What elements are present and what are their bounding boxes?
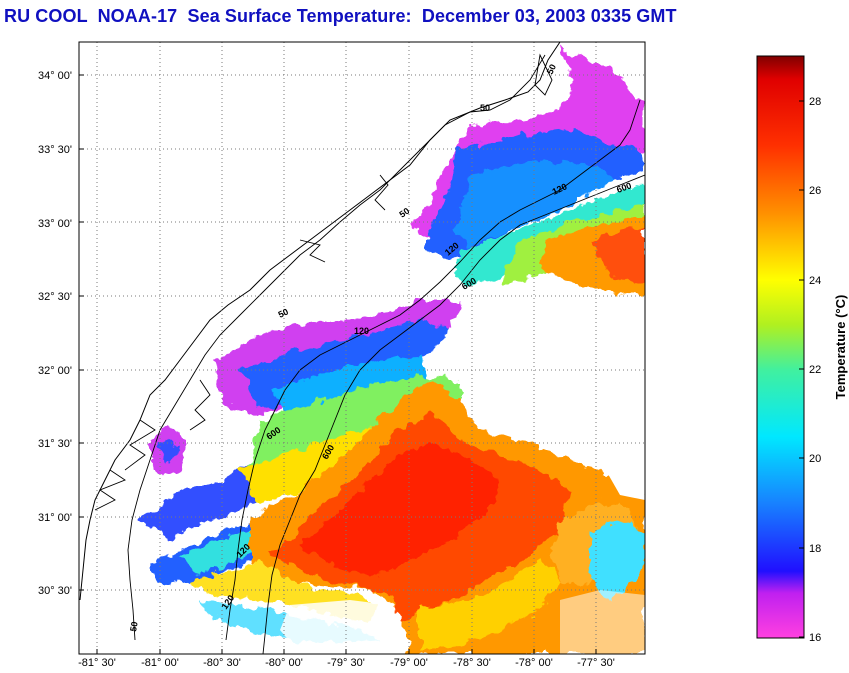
lon-tick-label: -79° 30'	[327, 657, 365, 669]
lat-axis: 34° 00' 33° 30' 33° 00' 32° 30' 32° 00' …	[38, 70, 72, 597]
lon-tick-label: -81° 00'	[141, 657, 179, 669]
contour-label-50: 50	[397, 206, 411, 220]
lat-tick-label: 31° 00'	[38, 512, 72, 524]
contour-50m	[127, 54, 546, 641]
lon-tick-label: -78° 30'	[453, 657, 491, 669]
contour-label-120: 120	[354, 326, 369, 336]
inlet-outline	[299, 239, 326, 263]
contour-120m	[225, 99, 641, 641]
colorbar-ticks	[799, 100, 804, 638]
lon-tick-label: -79° 00'	[390, 657, 428, 669]
lon-axis: -81° 30' -81° 00' -80° 30' -80° 00' -79°…	[78, 657, 615, 669]
lat-tick-label: 30° 30'	[38, 585, 72, 597]
contour-label-50: 50	[277, 307, 290, 320]
lon-tick-label: -80° 30'	[203, 657, 241, 669]
colorbar-gradient	[756, 55, 805, 639]
contour-600m	[262, 174, 645, 654]
lat-tick-label: 32° 00'	[38, 365, 72, 377]
lon-tick-label: -77° 30'	[577, 657, 615, 669]
lat-tick-label: 32° 30'	[38, 291, 72, 303]
cape-outline	[534, 53, 553, 96]
inlet-outline	[374, 174, 389, 211]
grid	[79, 42, 645, 654]
lat-tick-label: 33° 30'	[38, 144, 72, 156]
contour-label-50: 50	[480, 103, 490, 113]
colorbar-tick-label: 24	[809, 275, 821, 287]
colorbar: 28 26 24 22 20 18 16 Temperature (°C)	[756, 55, 848, 644]
colorbar-tick-label: 26	[809, 185, 821, 197]
inlet-outline	[94, 469, 126, 511]
cloud-mask	[280, 300, 645, 654]
contour-label-50: 50	[128, 621, 140, 633]
colorbar-tick-label: 28	[809, 96, 821, 108]
contour-label-50: 50	[545, 63, 558, 76]
lat-tick-label: 31° 30'	[38, 438, 72, 450]
page-title: RU COOL NOAA-17 Sea Surface Temperature:…	[4, 6, 677, 26]
inlet-outline	[124, 419, 156, 471]
lon-tick-label: -81° 30'	[78, 657, 116, 669]
colorbar-label: Temperature (°C)	[833, 295, 848, 400]
colorbar-tick-label: 18	[809, 543, 821, 555]
contours	[79, 42, 645, 654]
inlet-outline	[189, 379, 211, 431]
lon-tick-label: -80° 00'	[265, 657, 303, 669]
plot-frame	[78, 41, 646, 655]
colorbar-tick-label: 16	[809, 632, 821, 644]
colorbar-tick-label: 22	[809, 364, 821, 376]
lon-tick-label: -78° 00'	[515, 657, 553, 669]
lat-tick-label: 33° 00'	[38, 218, 72, 230]
contour-label-600: 600	[615, 180, 633, 195]
lat-tick-label: 34° 00'	[38, 70, 72, 82]
colorbar-tick-label: 20	[809, 453, 821, 465]
sst-field	[140, 48, 645, 654]
